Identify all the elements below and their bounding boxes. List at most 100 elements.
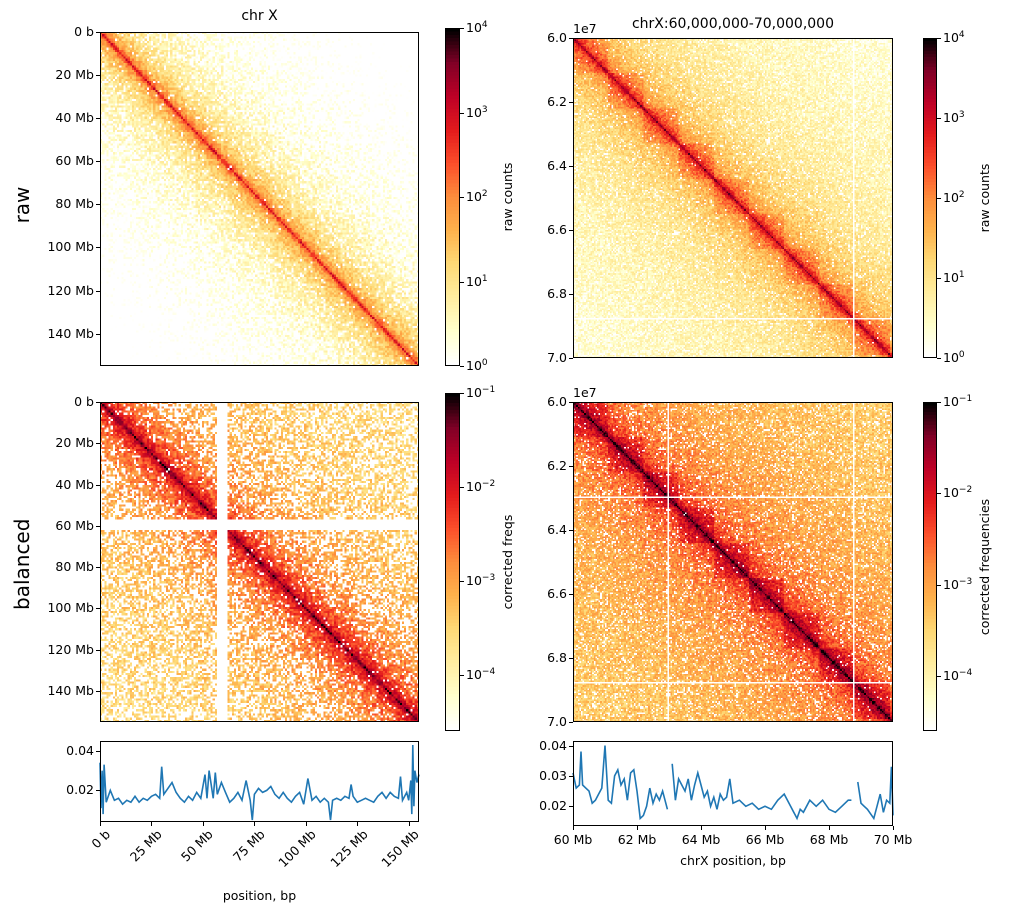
xtick-mark bbox=[202, 822, 204, 826]
colorbar-tick bbox=[460, 366, 464, 367]
colorbar-tick bbox=[937, 493, 941, 495]
ytick-label: 6.0 bbox=[547, 394, 567, 409]
ytick-mark bbox=[96, 608, 100, 610]
ytick-label: 6.2 bbox=[547, 94, 567, 109]
colorbar-tick bbox=[460, 112, 464, 114]
colorbar-raw-whole bbox=[445, 28, 460, 366]
ytick-label: 100 Mb bbox=[47, 600, 94, 616]
colorbar-tick-label: 102 bbox=[943, 189, 965, 205]
xtick-label: 0 b bbox=[88, 826, 114, 852]
axes-frame-balanced-whole bbox=[100, 402, 419, 722]
heatmap-raw-region bbox=[573, 38, 893, 358]
ytick-mark bbox=[96, 161, 100, 163]
xtick-label: 60 Mb bbox=[553, 832, 593, 847]
ytick-label: 7.0 bbox=[547, 350, 567, 365]
ytick-mark bbox=[569, 775, 573, 777]
ytick-mark bbox=[96, 118, 100, 120]
colorbar-tick-label: 100 bbox=[943, 349, 965, 365]
xtick-label: 25 Mb bbox=[126, 826, 165, 865]
xtick-mark bbox=[573, 826, 574, 830]
xlabel-left: position, bp bbox=[222, 888, 297, 903]
row-label-balanced: balanced bbox=[10, 518, 34, 610]
ytick-mark bbox=[96, 75, 100, 77]
ytick-label: 6.4 bbox=[547, 522, 567, 537]
ytick-mark bbox=[569, 230, 573, 231]
ytick-label: 0 b bbox=[74, 394, 94, 409]
ytick-mark bbox=[96, 443, 100, 445]
xtick-mark bbox=[701, 826, 702, 830]
row-label-raw: raw bbox=[10, 186, 34, 224]
colorbar-tick-label: 10−2 bbox=[466, 478, 496, 494]
ytick-label: 6.0 bbox=[547, 30, 567, 45]
xtick-mark bbox=[357, 822, 359, 826]
colorbar-frame bbox=[445, 393, 460, 731]
ytick-label: 6.4 bbox=[547, 158, 567, 173]
colorbar-tick bbox=[460, 393, 464, 394]
ytick-mark bbox=[96, 790, 100, 792]
xtick-mark bbox=[829, 826, 830, 830]
ytick-mark bbox=[96, 691, 100, 693]
ytick-mark bbox=[569, 38, 573, 39]
xtick-label: 75 Mb bbox=[229, 826, 268, 865]
ytick-label: 20 Mb bbox=[55, 435, 94, 451]
ytick-label: 0.02 bbox=[66, 782, 94, 798]
colorbar-label: raw counts bbox=[976, 163, 992, 233]
colorbar-raw-region bbox=[923, 38, 937, 358]
heatmap-balanced-whole bbox=[100, 402, 419, 722]
ytick-label: 80 Mb bbox=[55, 559, 94, 575]
ytick-mark bbox=[569, 466, 573, 467]
colorbar-tick bbox=[460, 580, 464, 582]
colorbar-tick-label: 10−4 bbox=[466, 666, 496, 682]
colorbar-tick bbox=[937, 118, 941, 119]
ytick-label: 20 Mb bbox=[55, 67, 94, 83]
ytick-label: 120 Mb bbox=[47, 282, 94, 298]
colorbar-tick bbox=[460, 281, 464, 283]
ytick-mark bbox=[96, 649, 100, 651]
offset-label-top: 1e7 bbox=[573, 21, 597, 36]
coverage-line bbox=[99, 744, 420, 821]
ytick-label: 0.03 bbox=[539, 767, 567, 783]
ytick-mark bbox=[96, 204, 100, 206]
ytick-label: 0 b bbox=[74, 24, 94, 39]
colorbar-tick-label: 10−1 bbox=[466, 384, 496, 400]
xtick-label: 62 Mb bbox=[617, 832, 657, 847]
xtick-mark bbox=[254, 822, 256, 826]
colorbar-tick-label: 104 bbox=[466, 19, 488, 35]
ytick-mark bbox=[569, 166, 573, 167]
xtick-label: 70 Mb bbox=[873, 832, 913, 847]
colorbar-tick bbox=[937, 676, 941, 677]
colorbar-balanced-whole bbox=[445, 393, 460, 731]
colorbar-tick bbox=[937, 278, 941, 279]
ytick-label: 0.04 bbox=[539, 737, 567, 753]
ytick-mark bbox=[96, 333, 100, 335]
ytick-label: 80 Mb bbox=[55, 196, 94, 212]
colorbar-tick-label: 10−3 bbox=[466, 572, 496, 588]
coverage-line bbox=[857, 766, 894, 821]
ytick-mark bbox=[96, 567, 100, 569]
ytick-mark bbox=[96, 525, 100, 527]
ytick-label: 6.2 bbox=[547, 458, 567, 473]
ytick-label: 140 Mb bbox=[47, 683, 94, 699]
coverage-line bbox=[671, 763, 852, 821]
offset-label-bottom: 1e7 bbox=[573, 385, 597, 400]
ytick-label: 6.6 bbox=[547, 222, 567, 237]
ytick-label: 7.0 bbox=[547, 714, 567, 729]
colorbar-tick-label: 103 bbox=[943, 109, 965, 125]
title-whole: chr X bbox=[241, 8, 278, 24]
ytick-label: 140 Mb bbox=[47, 325, 94, 341]
xtick-mark bbox=[893, 826, 894, 830]
colorbar-tick bbox=[460, 486, 464, 488]
ytick-label: 6.8 bbox=[547, 286, 567, 301]
colorbar-tick-label: 104 bbox=[943, 29, 965, 45]
line-plot-coverage-whole bbox=[99, 744, 420, 821]
heatmap-raw-whole bbox=[100, 32, 419, 366]
colorbar-tick-label: 100 bbox=[466, 357, 488, 373]
ytick-label: 40 Mb bbox=[55, 110, 94, 126]
xtick-mark bbox=[151, 822, 153, 826]
heatmap-balanced-region bbox=[573, 402, 893, 722]
ytick-mark bbox=[96, 32, 100, 33]
colorbar-balanced-region bbox=[923, 402, 937, 731]
axes-frame-raw-region bbox=[573, 38, 893, 358]
colorbar-frame bbox=[923, 38, 937, 358]
colorbar-tick-label: 10−2 bbox=[943, 485, 973, 501]
